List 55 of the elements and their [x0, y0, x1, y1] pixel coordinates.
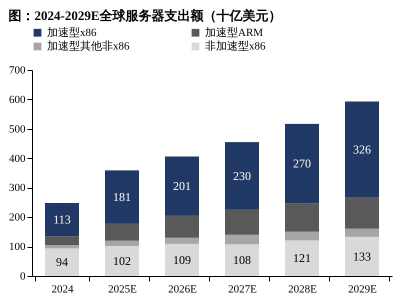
- legend-label: 加速型其他非x86: [47, 40, 130, 52]
- bar: [345, 197, 379, 229]
- legend-label: 非加速型x86: [205, 40, 266, 52]
- y-tick-label: 700: [9, 64, 26, 76]
- x-tick-label: 2024: [52, 284, 74, 296]
- bar: [165, 244, 199, 276]
- data-label: 113: [53, 212, 71, 227]
- x-tick-label: 2025E: [108, 284, 138, 296]
- x-tick-label: 2026E: [168, 284, 198, 296]
- chart-title: 图：2024-2029E全球服务器支出额（十亿美元）: [8, 8, 282, 23]
- y-tick-label: 400: [9, 152, 26, 165]
- data-label: 270: [293, 156, 311, 171]
- data-label: 133: [353, 249, 371, 264]
- bar: [345, 228, 379, 237]
- bar: [285, 203, 319, 232]
- bar: [45, 248, 79, 276]
- bar: [345, 236, 379, 276]
- x-tick-label: 2027E: [228, 284, 258, 296]
- bar: [285, 232, 319, 240]
- y-tick-label: 0: [20, 270, 26, 282]
- y-tick-label: 300: [9, 182, 26, 194]
- bar: [105, 240, 139, 246]
- bar: [225, 210, 259, 235]
- data-label: 201: [173, 179, 191, 194]
- y-tick-label: 100: [9, 241, 26, 254]
- y-tick-label: 200: [9, 212, 26, 224]
- data-label: 121: [293, 251, 311, 266]
- x-tick-label: 2028E: [288, 284, 318, 296]
- legend-label: 加速型ARM: [205, 26, 264, 39]
- data-label: 181: [113, 190, 131, 204]
- y-tick-label: 600: [9, 94, 26, 106]
- y-tick-label: 500: [9, 123, 26, 136]
- bar: [225, 234, 259, 244]
- bar: [225, 142, 259, 210]
- bar: [165, 238, 199, 244]
- bar: [105, 170, 139, 224]
- data-label: 108: [233, 253, 251, 268]
- data-label: 326: [353, 142, 371, 156]
- bar: [165, 156, 199, 216]
- data-label: 230: [233, 168, 251, 183]
- x-tick-label: 2029E: [348, 284, 378, 296]
- bar: [45, 245, 79, 248]
- bar: [345, 101, 379, 198]
- bar: [45, 203, 79, 236]
- data-label: 109: [173, 252, 191, 267]
- legend-label: 加速型x86: [47, 26, 97, 39]
- bar: [285, 240, 319, 276]
- bar: [105, 246, 139, 276]
- bar: [225, 244, 259, 276]
- data-label: 102: [113, 254, 131, 268]
- bar: [165, 216, 199, 238]
- bar: [105, 224, 139, 241]
- bar: [285, 124, 319, 204]
- data-label: 94: [56, 255, 68, 270]
- bar: [45, 236, 79, 246]
